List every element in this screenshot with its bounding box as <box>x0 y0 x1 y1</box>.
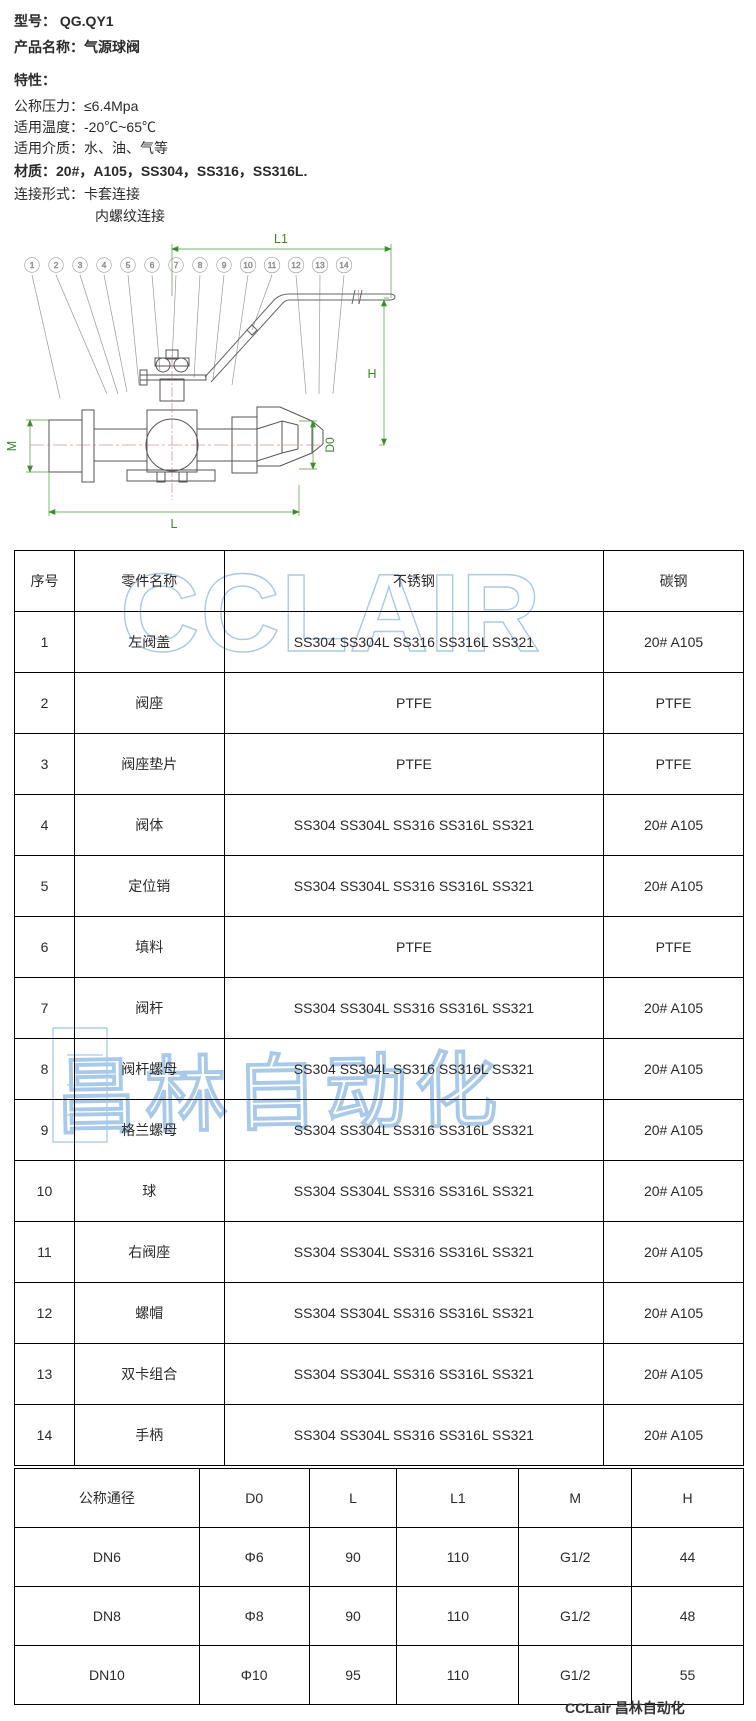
svg-text:14: 14 <box>339 260 349 270</box>
svg-text:9: 9 <box>222 260 227 270</box>
svg-text:H: H <box>367 367 376 381</box>
svg-text:10: 10 <box>243 260 253 270</box>
svg-text:8: 8 <box>198 260 203 270</box>
svg-text:L: L <box>171 517 178 531</box>
svg-text:3: 3 <box>78 260 83 270</box>
svg-text:13: 13 <box>315 260 325 270</box>
svg-text:11: 11 <box>268 260 277 270</box>
svg-text:M: M <box>5 441 19 451</box>
svg-text:4: 4 <box>102 260 107 270</box>
svg-text:12: 12 <box>291 260 301 270</box>
svg-text:7: 7 <box>174 260 179 270</box>
svg-text:5: 5 <box>126 260 131 270</box>
svg-text:1: 1 <box>30 260 35 270</box>
svg-text:2: 2 <box>54 260 59 270</box>
svg-text:D0: D0 <box>323 437 337 453</box>
svg-text:L1: L1 <box>274 232 288 246</box>
svg-text:6: 6 <box>150 260 155 270</box>
